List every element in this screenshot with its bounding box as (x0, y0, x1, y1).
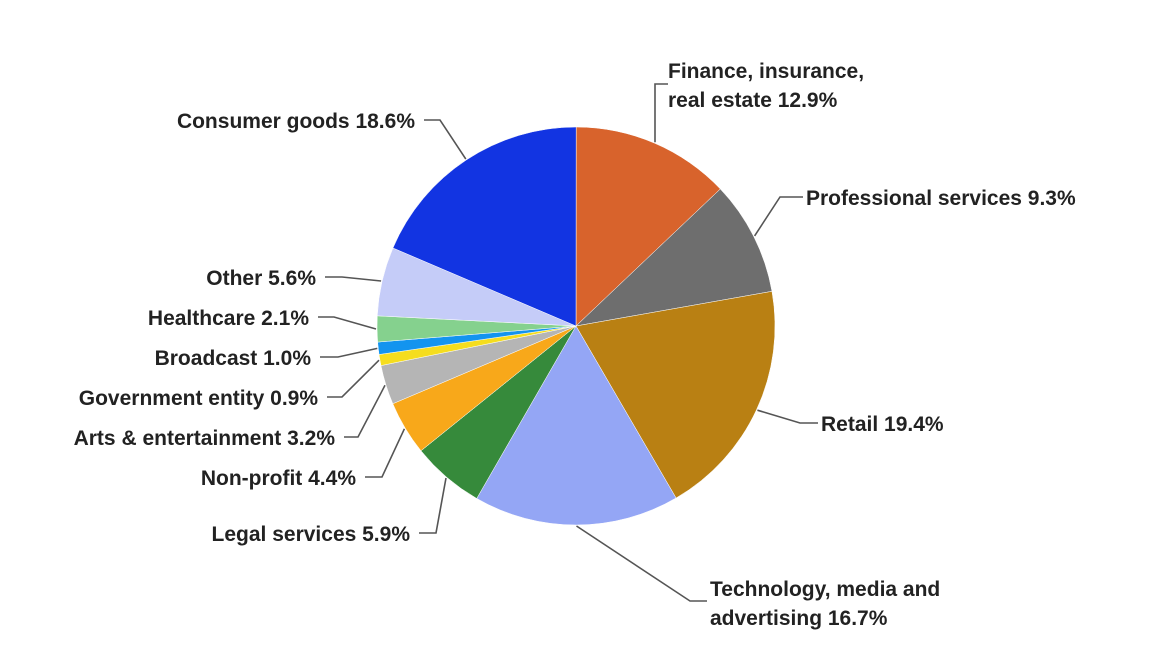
pie-slice-finance-insurance-real-estate (575, 126, 721, 327)
leader-line-consumer-goods (424, 119, 467, 160)
leader-line-technology-media-and-advertising (576, 525, 707, 602)
leader-line-professional-services (753, 196, 803, 237)
slice-label-technology-media-and-advertising: Technology, media and advertising 16.7% (710, 578, 940, 630)
slice-label-arts-and-entertainment: Arts & entertainment 3.2% (74, 427, 336, 450)
pie-slices (376, 126, 776, 526)
leader-line-government-entity (327, 359, 380, 398)
slice-label-broadcast: Broadcast 1.0% (155, 347, 312, 370)
leader-line-arts-and-entertainment (344, 384, 386, 438)
slice-label-retail: Retail 19.4% (821, 413, 944, 436)
slice-label-other: Other 5.6% (206, 267, 316, 290)
leader-line-broadcast (320, 347, 378, 358)
leader-line-retail (757, 409, 818, 424)
slice-label-legal-services: Legal services 5.9% (212, 523, 411, 546)
pie-slice-consumer-goods (392, 126, 577, 327)
leader-line-other (325, 276, 382, 282)
slice-labels: Finance, insurance, real estate 12.9% Prof… (74, 60, 1076, 630)
slice-label-government-entity: Government entity 0.9% (79, 387, 319, 410)
slice-label-consumer-goods: Consumer goods 18.6% (177, 110, 415, 133)
leader-line-non-profit (365, 428, 406, 478)
leader-line-finance-insurance-real-estate (654, 83, 668, 143)
slice-label-healthcare: Healthcare 2.1% (148, 307, 309, 330)
leader-lines (318, 83, 818, 602)
pie-slice-professional-services (575, 188, 773, 327)
leader-line-legal-services (419, 477, 447, 534)
slice-label-finance-insurance-real-estate: Finance, insurance, real estate 12.9% (668, 60, 864, 112)
slice-label-non-profit: Non-profit 4.4% (201, 467, 356, 490)
leader-line-healthcare (318, 316, 377, 330)
slice-label-professional-services: Professional services 9.3% (806, 187, 1076, 210)
pie-slice-retail (575, 291, 776, 499)
pie-slice-technology-media-and-advertising (476, 325, 677, 526)
